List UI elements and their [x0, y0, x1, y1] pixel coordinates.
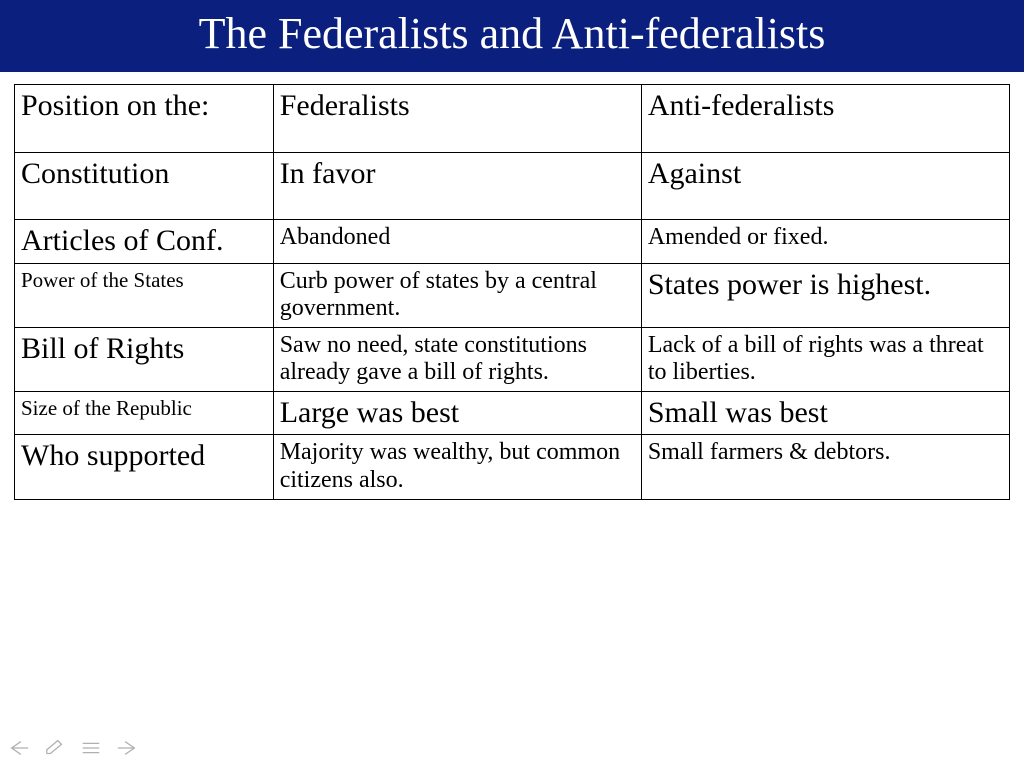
table-cell: Federalists: [273, 85, 641, 153]
next-icon[interactable]: [116, 739, 138, 762]
table-cell: Power of the States: [15, 263, 274, 327]
table-cell: Constitution: [15, 152, 274, 220]
table-cell: Small farmers & debtors.: [641, 435, 1009, 499]
table-row: Articles of Conf.AbandonedAmended or fix…: [15, 220, 1010, 264]
table-cell: States power is highest.: [641, 263, 1009, 327]
table-row: Position on the:FederalistsAnti-federali…: [15, 85, 1010, 153]
table-cell: Anti-federalists: [641, 85, 1009, 153]
table-cell: Articles of Conf.: [15, 220, 274, 264]
table-cell: Against: [641, 152, 1009, 220]
table-row: ConstitutionIn favorAgainst: [15, 152, 1010, 220]
table-cell: Saw no need, state constitutions already…: [273, 327, 641, 391]
table-cell: Who supported: [15, 435, 274, 499]
table-cell: Majority was wealthy, but common citizen…: [273, 435, 641, 499]
edit-icon[interactable]: [44, 739, 66, 762]
table-cell: Abandoned: [273, 220, 641, 264]
table-cell: Lack of a bill of rights was a threat to…: [641, 327, 1009, 391]
outline-icon[interactable]: [80, 739, 102, 762]
slide: The Federalists and Anti-federalists Pos…: [0, 0, 1024, 768]
prev-icon[interactable]: [8, 739, 30, 762]
table-cell: In favor: [273, 152, 641, 220]
table-cell: Large was best: [273, 391, 641, 435]
table-row: Size of the RepublicLarge was bestSmall …: [15, 391, 1010, 435]
comparison-table-wrap: Position on the:FederalistsAnti-federali…: [14, 84, 1010, 500]
table-cell: Bill of Rights: [15, 327, 274, 391]
table-row: Bill of RightsSaw no need, state constit…: [15, 327, 1010, 391]
table-cell: Position on the:: [15, 85, 274, 153]
slide-title-bar: The Federalists and Anti-federalists: [0, 0, 1024, 72]
slide-title: The Federalists and Anti-federalists: [199, 9, 826, 58]
table-row: Power of the StatesCurb power of states …: [15, 263, 1010, 327]
table-cell: Amended or fixed.: [641, 220, 1009, 264]
comparison-table: Position on the:FederalistsAnti-federali…: [14, 84, 1010, 500]
table-cell: Small was best: [641, 391, 1009, 435]
slide-nav: [8, 739, 138, 762]
table-row: Who supportedMajority was wealthy, but c…: [15, 435, 1010, 499]
table-cell: Size of the Republic: [15, 391, 274, 435]
table-cell: Curb power of states by a central govern…: [273, 263, 641, 327]
